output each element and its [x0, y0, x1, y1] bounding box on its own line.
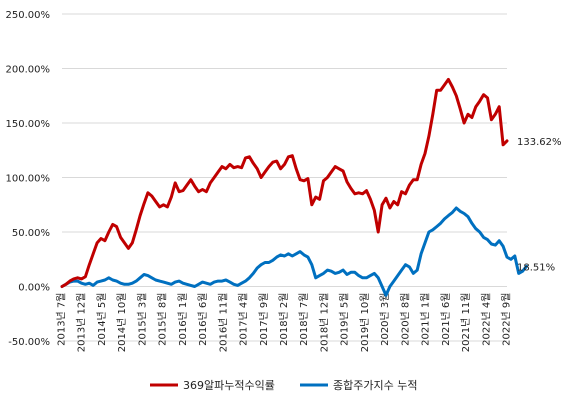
x-tick-label: 2018년 7월	[298, 293, 310, 346]
x-tick-label: 2014년 5월	[96, 293, 108, 346]
x-tick-label: 2018년 2월	[278, 293, 290, 346]
x-tick-label: 2016년 6월	[197, 293, 209, 346]
x-tick-label: 2013년 12월	[76, 293, 88, 353]
x-tick-label: 2022년 9월	[501, 293, 513, 346]
grid-layer	[62, 13, 507, 342]
y-tick-label: 200.00%	[6, 65, 51, 76]
x-tick-label: 2016년 11월	[217, 293, 229, 353]
legend-label: 369알파누적수익률	[183, 378, 275, 392]
x-tick-label: 2019년 10월	[359, 293, 371, 353]
x-tick-label: 2020년 8월	[399, 293, 411, 346]
x-tick-label: 2021년 11월	[460, 292, 472, 352]
x-tick-label: 2015년 8월	[157, 293, 169, 346]
end-label: 18.51%	[517, 262, 555, 273]
x-tick-label: 2013년 7월	[56, 293, 68, 346]
x-axis-ticks: 2013년 7월 2013년 12월 2014년 5월 2014년 10월 2015년 …	[56, 292, 513, 352]
legend-label: 종합주가지수 누적	[333, 379, 417, 392]
y-tick-label: 100.00%	[6, 174, 51, 185]
end-labels: 133.62% 18.51%	[517, 137, 562, 273]
x-tick-label: 2021년 1월	[420, 293, 432, 346]
x-tick-label: 2020년 3월	[379, 293, 391, 346]
x-tick-label: 2019년 5월	[339, 293, 351, 346]
y-tick-label: 0.00%	[18, 283, 50, 294]
y-tick-label: 50.00%	[12, 228, 50, 239]
x-tick-label: 2015년 3월	[136, 293, 148, 346]
series-layer	[60, 77, 528, 297]
y-tick-label: 150.00%	[6, 119, 51, 130]
series-line	[60, 206, 528, 297]
y-axis-ticks: 250.00% 200.00% 150.00% 100.00% 50.00% 0.00% -…	[6, 10, 51, 348]
y-tick-label: 250.00%	[6, 10, 51, 21]
end-label: 133.62%	[517, 137, 562, 148]
x-tick-label: 2021년 6월	[440, 293, 452, 346]
series-line	[60, 77, 509, 288]
legend: 369알파누적수익률 종합주가지수 누적	[150, 378, 417, 392]
x-tick-label: 2016년 1월	[177, 293, 189, 346]
x-tick-label: 2017년 9월	[258, 293, 270, 346]
x-tick-label: 2018년 12월	[318, 293, 330, 353]
x-tick-label: 2014년 10월	[116, 293, 128, 353]
y-tick-label: -50.00%	[8, 337, 50, 348]
x-tick-label: 2022년 4월	[480, 292, 492, 345]
x-tick-label: 2017년 4월	[238, 293, 250, 346]
